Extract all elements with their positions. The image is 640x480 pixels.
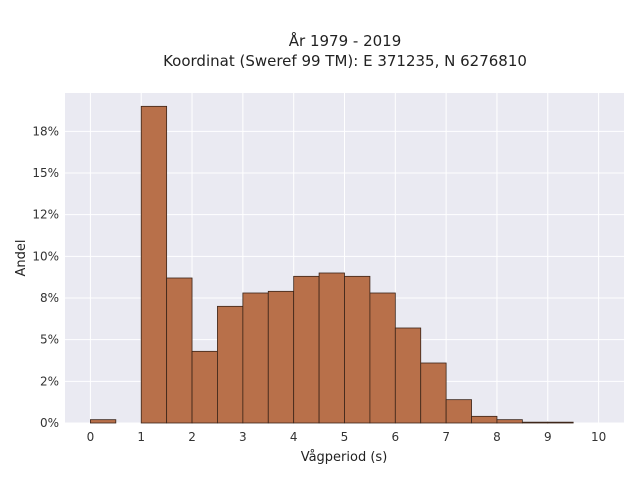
y-tick-label: 10% xyxy=(32,249,59,263)
histogram-bar xyxy=(369,292,396,424)
x-tick-label: 8 xyxy=(493,430,501,444)
histogram-bar xyxy=(547,421,574,424)
histogram-bar xyxy=(242,292,269,424)
x-tick-label: 7 xyxy=(442,430,450,444)
chart-subtitle: Koordinat (Sweref 99 TM): E 371235, N 62… xyxy=(163,52,527,70)
histogram-bar xyxy=(217,305,244,424)
x-axis-label: Vågperiod (s) xyxy=(301,450,388,465)
y-tick-label: 5% xyxy=(40,333,59,347)
x-tick-label: 4 xyxy=(290,430,298,444)
histogram-bar xyxy=(420,362,447,424)
x-tick-label: 9 xyxy=(544,430,552,444)
histogram-bar xyxy=(318,272,345,424)
histogram-bar xyxy=(191,350,218,424)
histogram-bar xyxy=(166,277,193,424)
y-tick-label: 2% xyxy=(40,374,59,388)
histogram-bar xyxy=(471,415,498,424)
y-tick-label: 15% xyxy=(32,166,59,180)
histogram-bar xyxy=(496,419,523,424)
histogram-bar xyxy=(90,419,117,424)
x-tick-label: 10 xyxy=(591,430,606,444)
y-tick-label: 0% xyxy=(40,416,59,430)
y-axis-label: Andel xyxy=(14,240,29,277)
x-tick-label: 5 xyxy=(341,430,349,444)
x-tick-label: 2 xyxy=(188,430,196,444)
x-tick-label: 0 xyxy=(87,430,95,444)
histogram-bar xyxy=(344,275,371,424)
y-axis-ticks: 0% 2% 5% 8% 10% 12% 15% 18% xyxy=(32,124,59,430)
chart-title: År 1979 - 2019 xyxy=(289,31,402,50)
y-tick-label: 12% xyxy=(32,208,59,222)
y-tick-label: 8% xyxy=(40,291,59,305)
x-tick-label: 3 xyxy=(239,430,247,444)
bars xyxy=(90,105,574,424)
histogram-bar xyxy=(267,290,295,424)
y-tick-label: 18% xyxy=(32,124,59,138)
histogram-bar xyxy=(140,105,168,424)
histogram-bar xyxy=(394,327,422,424)
x-tick-label: 1 xyxy=(137,430,145,444)
histogram-bar xyxy=(293,275,320,424)
histogram-bar xyxy=(445,399,472,424)
x-axis-ticks: 0 1 2 3 4 5 6 7 8 9 10 xyxy=(87,430,607,444)
histogram-bar xyxy=(521,421,549,424)
x-tick-label: 6 xyxy=(391,430,399,444)
